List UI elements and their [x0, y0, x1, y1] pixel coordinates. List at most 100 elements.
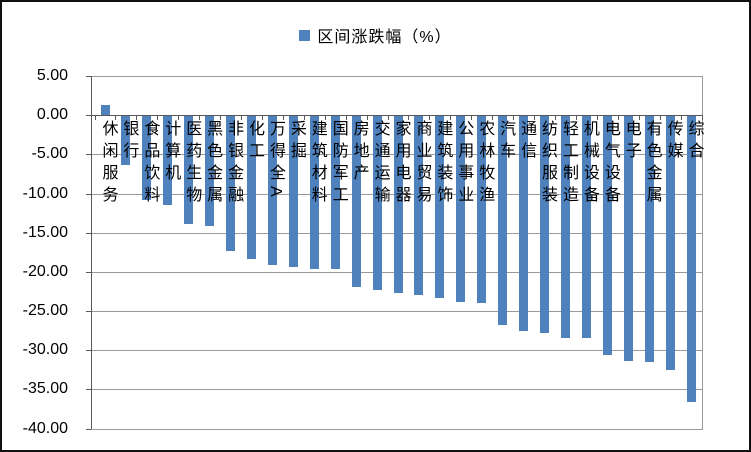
- category-axis-tick: [387, 115, 389, 121]
- category-axis-tick: [241, 115, 243, 121]
- category-label: 电子: [622, 120, 640, 165]
- category-axis-tick: [701, 115, 703, 121]
- bar: [163, 115, 173, 206]
- bar: [121, 115, 131, 166]
- category-axis-tick: [345, 115, 347, 121]
- category-axis-tick: [178, 115, 180, 121]
- category-label: 公用事业: [455, 120, 473, 209]
- bar: [519, 115, 529, 332]
- category-label: 传媒: [664, 120, 682, 165]
- bar: [665, 115, 675, 370]
- category-axis-tick: [534, 115, 536, 121]
- category-axis-tick: [617, 115, 619, 121]
- y-axis-tick: [86, 232, 91, 234]
- bar: [623, 115, 633, 362]
- category-axis-tick: [596, 115, 598, 121]
- y-axis-tick: [86, 154, 91, 156]
- category-label: 化工: [246, 120, 263, 165]
- bar: [142, 115, 152, 200]
- category-label: 食品饮料: [141, 120, 159, 209]
- category-axis-tick: [471, 115, 473, 121]
- category-axis-tick: [157, 115, 159, 121]
- category-label: 建筑装饰: [434, 120, 452, 209]
- category-label: 医药生物: [183, 120, 201, 209]
- bar: [456, 115, 466, 302]
- category-label: 房地产: [350, 120, 368, 187]
- bar: [351, 115, 361, 287]
- y-axis-tick: [86, 271, 91, 273]
- bar: [309, 115, 319, 269]
- category-axis-tick: [492, 115, 494, 121]
- gridline: [91, 428, 703, 430]
- category-axis-tick: [303, 115, 305, 121]
- bar: [414, 115, 424, 296]
- bar: [288, 115, 298, 268]
- category-label: 银行: [120, 120, 138, 165]
- bar: [498, 115, 508, 326]
- category-label: 计算机: [162, 120, 180, 187]
- category-axis-tick: [680, 115, 682, 121]
- category-axis-tick: [261, 115, 263, 121]
- category-axis-tick: [513, 115, 515, 121]
- category-label: 有色金属: [643, 120, 661, 209]
- category-label: 电气设备: [601, 120, 619, 209]
- category-axis-tick: [659, 115, 661, 121]
- category-label: 农林牧渔: [476, 120, 494, 209]
- category-label: 建筑材料: [308, 120, 326, 209]
- category-label: 交通运输: [371, 120, 389, 209]
- bar: [540, 115, 550, 333]
- bar: [581, 115, 591, 339]
- category-label: 综合: [685, 120, 703, 165]
- category-label: 采掘: [287, 120, 305, 165]
- category-axis-tick: [115, 115, 117, 121]
- y-axis-label: 5.00: [36, 67, 68, 84]
- y-axis-tick: [86, 76, 91, 77]
- category-axis-line: [91, 115, 703, 117]
- category-label: 机械设备: [580, 120, 598, 209]
- bar: [247, 115, 256, 259]
- bar: [330, 115, 340, 270]
- category-axis-tick: [324, 115, 326, 121]
- gridline: [91, 350, 703, 352]
- legend-label: 区间涨跌幅（%）: [317, 29, 452, 46]
- y-axis-label: -35.00: [22, 380, 68, 398]
- category-axis-tick: [282, 115, 284, 121]
- chart-legend: 区间涨跌幅（%）: [2, 24, 749, 46]
- category-axis-tick: [554, 115, 556, 121]
- y-axis-line: [91, 76, 92, 429]
- category-label: 汽车: [497, 120, 515, 165]
- plot-right-border: [702, 76, 703, 429]
- category-axis-tick: [136, 115, 138, 121]
- category-label: 通信: [518, 120, 536, 165]
- category-label: 黑色金属: [204, 120, 222, 209]
- category-label: 商业贸易: [413, 120, 431, 209]
- y-axis-label: 0.00: [36, 106, 68, 124]
- y-axis-label: -15.00: [22, 223, 68, 241]
- gridline: [91, 76, 703, 77]
- y-axis-tick: [86, 311, 91, 312]
- y-axis-tick: [86, 193, 91, 195]
- category-axis-tick: [199, 115, 201, 121]
- category-axis-tick: [575, 115, 577, 121]
- category-axis-tick: [408, 115, 410, 121]
- bar: [644, 115, 654, 362]
- y-axis-tick: [86, 115, 91, 117]
- bar: [100, 104, 110, 116]
- category-label: 非银金融: [225, 120, 243, 209]
- y-axis-label: -20.00: [22, 262, 68, 280]
- category-label: 纺织服装: [539, 120, 557, 209]
- category-axis-tick: [220, 115, 222, 121]
- bar: [393, 115, 403, 293]
- y-axis-label: -30.00: [22, 341, 68, 359]
- bar: [184, 115, 194, 225]
- bar: [372, 115, 382, 290]
- category-label: 家用电器: [392, 120, 410, 209]
- bar: [477, 115, 487, 304]
- bar: [226, 115, 236, 252]
- category-axis-tick: [429, 115, 431, 121]
- y-axis-tick: [86, 428, 91, 430]
- gridline: [91, 389, 703, 391]
- bar: [267, 115, 277, 265]
- legend-swatch-icon: [299, 29, 311, 41]
